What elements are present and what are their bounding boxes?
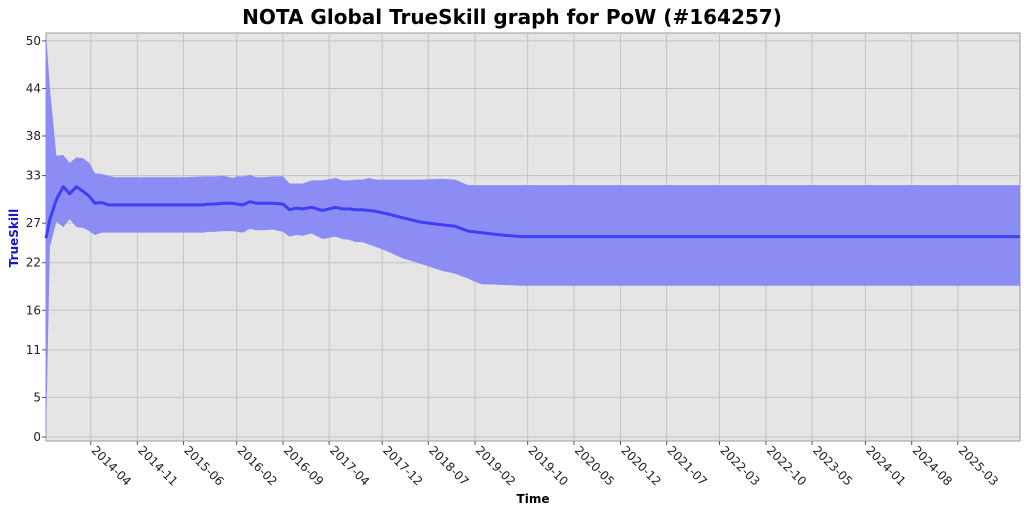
x-tick-label: 2022-10 <box>764 443 809 488</box>
x-tick-label: 2022-03 <box>717 443 762 488</box>
y-tick-label: 11 <box>26 343 41 357</box>
x-tick-label: 2020-05 <box>572 443 617 488</box>
x-tick-label: 2017-04 <box>327 443 372 488</box>
chart-title: NOTA Global TrueSkill graph for PoW (#16… <box>242 5 782 29</box>
x-tick-label: 2024-08 <box>910 443 955 488</box>
x-tick-label: 2025-03 <box>956 443 1001 488</box>
x-tick-label: 2020-12 <box>618 443 663 488</box>
y-tick-label: 16 <box>26 303 41 317</box>
y-tick-label: 0 <box>33 430 41 444</box>
y-axis-ticks: 0 5 11 16 22 27 33 38 44 50 <box>26 34 46 444</box>
x-tick-label: 2016-02 <box>235 443 280 488</box>
trueskill-line <box>44 185 1020 239</box>
x-tick-label: 2023-05 <box>810 443 855 488</box>
x-tick-label: 2015-06 <box>181 443 226 488</box>
uncertainty-band <box>46 33 1020 437</box>
x-tick-label: 2019-02 <box>473 443 518 488</box>
x-axis-label: Time <box>517 492 550 506</box>
y-tick-label: 38 <box>26 129 41 143</box>
x-tick-label: 2016-09 <box>281 443 326 488</box>
y-tick-label: 27 <box>26 216 41 230</box>
x-tick-label: 2019-10 <box>526 443 571 488</box>
y-tick-label: 50 <box>26 34 41 48</box>
y-tick-label: 44 <box>26 81 41 95</box>
x-tick-label: 2014-11 <box>135 443 180 488</box>
x-tick-label: 2017-12 <box>380 443 425 488</box>
x-tick-label: 2018-07 <box>426 443 471 488</box>
y-tick-label: 33 <box>26 169 41 183</box>
y-tick-label: 5 <box>33 390 41 404</box>
x-tick-label: 2014-04 <box>89 443 134 488</box>
x-tick-label: 2024-01 <box>863 443 908 488</box>
x-tick-label: 2021-07 <box>665 443 710 488</box>
y-axis-label: TrueSkill <box>7 209 21 267</box>
y-tick-label: 22 <box>26 256 41 270</box>
x-axis-ticks: 2014-04 2014-11 2015-06 2016-02 2016-09 2017-… <box>89 441 1001 489</box>
